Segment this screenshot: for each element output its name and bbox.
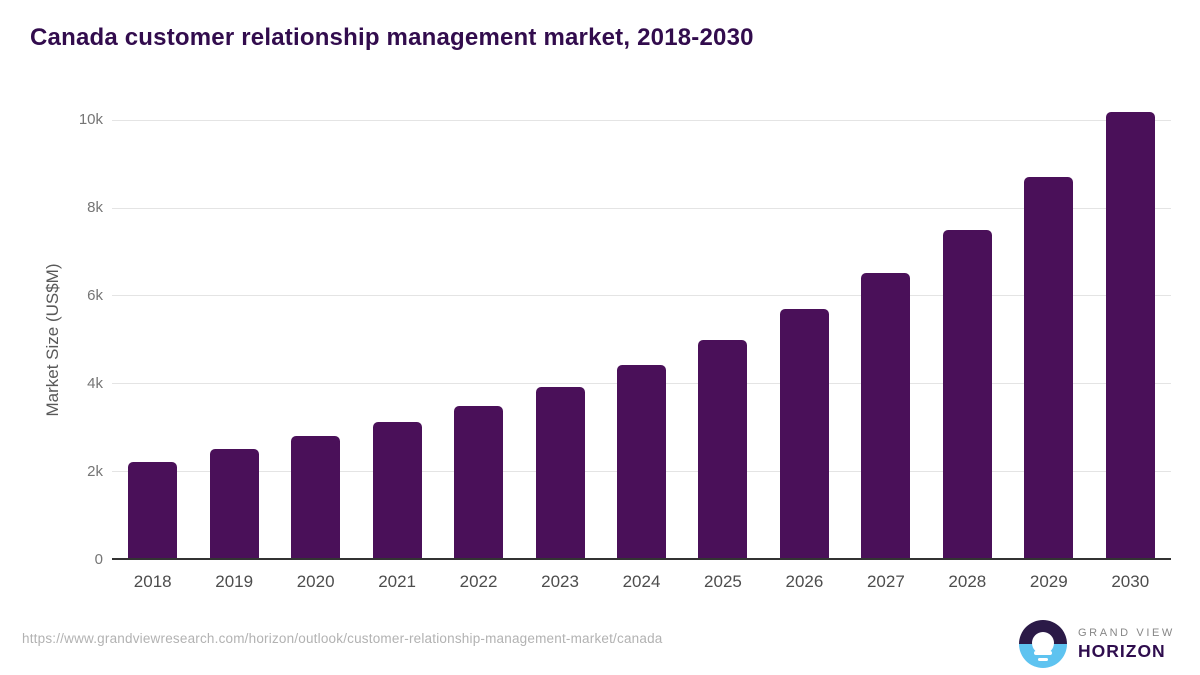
brand-name-bottom: HORIZON — [1078, 641, 1166, 661]
bar-2026[interactable] — [779, 309, 829, 558]
x-tick-label-2030: 2030 — [1111, 572, 1150, 591]
y-tick-label-8k: 8k — [87, 199, 103, 217]
x-tick-label-2027: 2027 — [866, 572, 905, 591]
bar-2021[interactable] — [372, 421, 422, 558]
x-tick-label-2023: 2023 — [541, 572, 579, 591]
x-tick-label-2019: 2019 — [215, 572, 254, 591]
x-tick-label-2028: 2028 — [948, 572, 987, 591]
x-tick-label-2021: 2021 — [378, 572, 417, 591]
gridline-8k — [112, 207, 1171, 209]
source-url: https://www.grandviewresearch.com/horizo… — [22, 631, 663, 646]
bar-2025[interactable] — [698, 339, 748, 558]
x-tick-label-2025: 2025 — [704, 572, 742, 591]
brand-name-top: GRAND VIEW — [1078, 627, 1175, 639]
y-tick-label-2k: 2k — [87, 462, 103, 480]
chart-title: Canada customer relationship management … — [30, 24, 754, 51]
y-axis-title: Market Size (US$M) — [43, 263, 62, 417]
y-tick-label-0: 0 — [94, 550, 103, 568]
gridline-6k — [112, 295, 1171, 297]
bar-2028[interactable] — [942, 229, 992, 558]
y-tick-label-4k: 4k — [87, 374, 103, 392]
bar-2023[interactable] — [535, 387, 585, 558]
logo-sun-dot — [1032, 632, 1054, 654]
logo-reflection-line — [1038, 658, 1048, 661]
logo-reflection-line — [1034, 651, 1052, 655]
brand-logo: GRAND VIEW HORIZON — [1019, 620, 1179, 668]
x-tick-label-2024: 2024 — [622, 572, 661, 591]
bar-2020[interactable] — [291, 436, 341, 558]
x-tick-label-2022: 2022 — [459, 572, 498, 591]
gridline-10k — [112, 119, 1171, 121]
horizon-sun-icon — [1019, 620, 1067, 668]
y-tick-label-6k: 6k — [87, 286, 103, 304]
plot-area — [112, 100, 1171, 560]
bar-2022[interactable] — [454, 405, 504, 558]
x-tick-label-2026: 2026 — [785, 572, 824, 591]
bar-2018[interactable] — [128, 462, 178, 558]
x-axis-line — [112, 558, 1171, 560]
bar-2030[interactable] — [1105, 111, 1155, 558]
y-tick-label-10k: 10k — [78, 111, 103, 129]
bar-2027[interactable] — [861, 273, 911, 558]
bar-2029[interactable] — [1024, 177, 1074, 558]
bar-2019[interactable] — [209, 449, 259, 558]
x-tick-label-2018: 2018 — [133, 572, 172, 591]
x-tick-label-2020: 2020 — [296, 572, 335, 591]
bar-2024[interactable] — [617, 365, 666, 558]
x-tick-label-2029: 2029 — [1029, 572, 1068, 591]
